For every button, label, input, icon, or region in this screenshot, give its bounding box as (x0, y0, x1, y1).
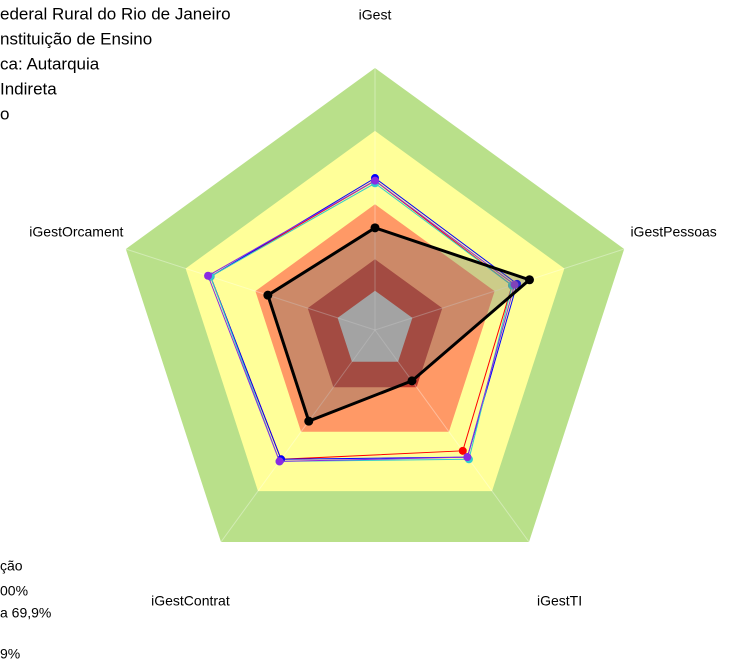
series-line (209, 182, 513, 462)
point (407, 376, 417, 386)
point (510, 280, 519, 289)
axis-label: iGestContrat (151, 593, 230, 609)
point (370, 223, 380, 233)
spoke (125, 248, 376, 331)
point (458, 446, 467, 455)
legend-text: 00% (0, 583, 28, 599)
spoke (374, 329, 530, 543)
spoke (220, 329, 376, 543)
legend-text: 9% (0, 646, 20, 662)
annotation: nstituição de Ensino (0, 29, 152, 48)
axis-label: iGest (359, 7, 392, 23)
legend-text: ção (0, 558, 23, 574)
legend-text: a 69,9% (0, 605, 51, 621)
series-line (266, 226, 533, 424)
annotation: ederal Rural do Rio de Janeiro (0, 4, 231, 23)
annotation: Indireta (0, 79, 57, 98)
point (304, 416, 314, 426)
axis-label: iGestOrcament (29, 224, 123, 240)
spoke (374, 248, 625, 331)
point (204, 271, 213, 280)
axis-label: iGestTI (537, 593, 582, 609)
point (275, 457, 284, 466)
annotation: o (0, 104, 9, 123)
annotation: ca: Autarquia (0, 54, 100, 73)
point (263, 290, 273, 300)
point (524, 275, 534, 285)
point (371, 176, 379, 185)
point (463, 453, 472, 462)
axis-label: iGestPessoas (630, 224, 716, 240)
band (337, 290, 413, 362)
